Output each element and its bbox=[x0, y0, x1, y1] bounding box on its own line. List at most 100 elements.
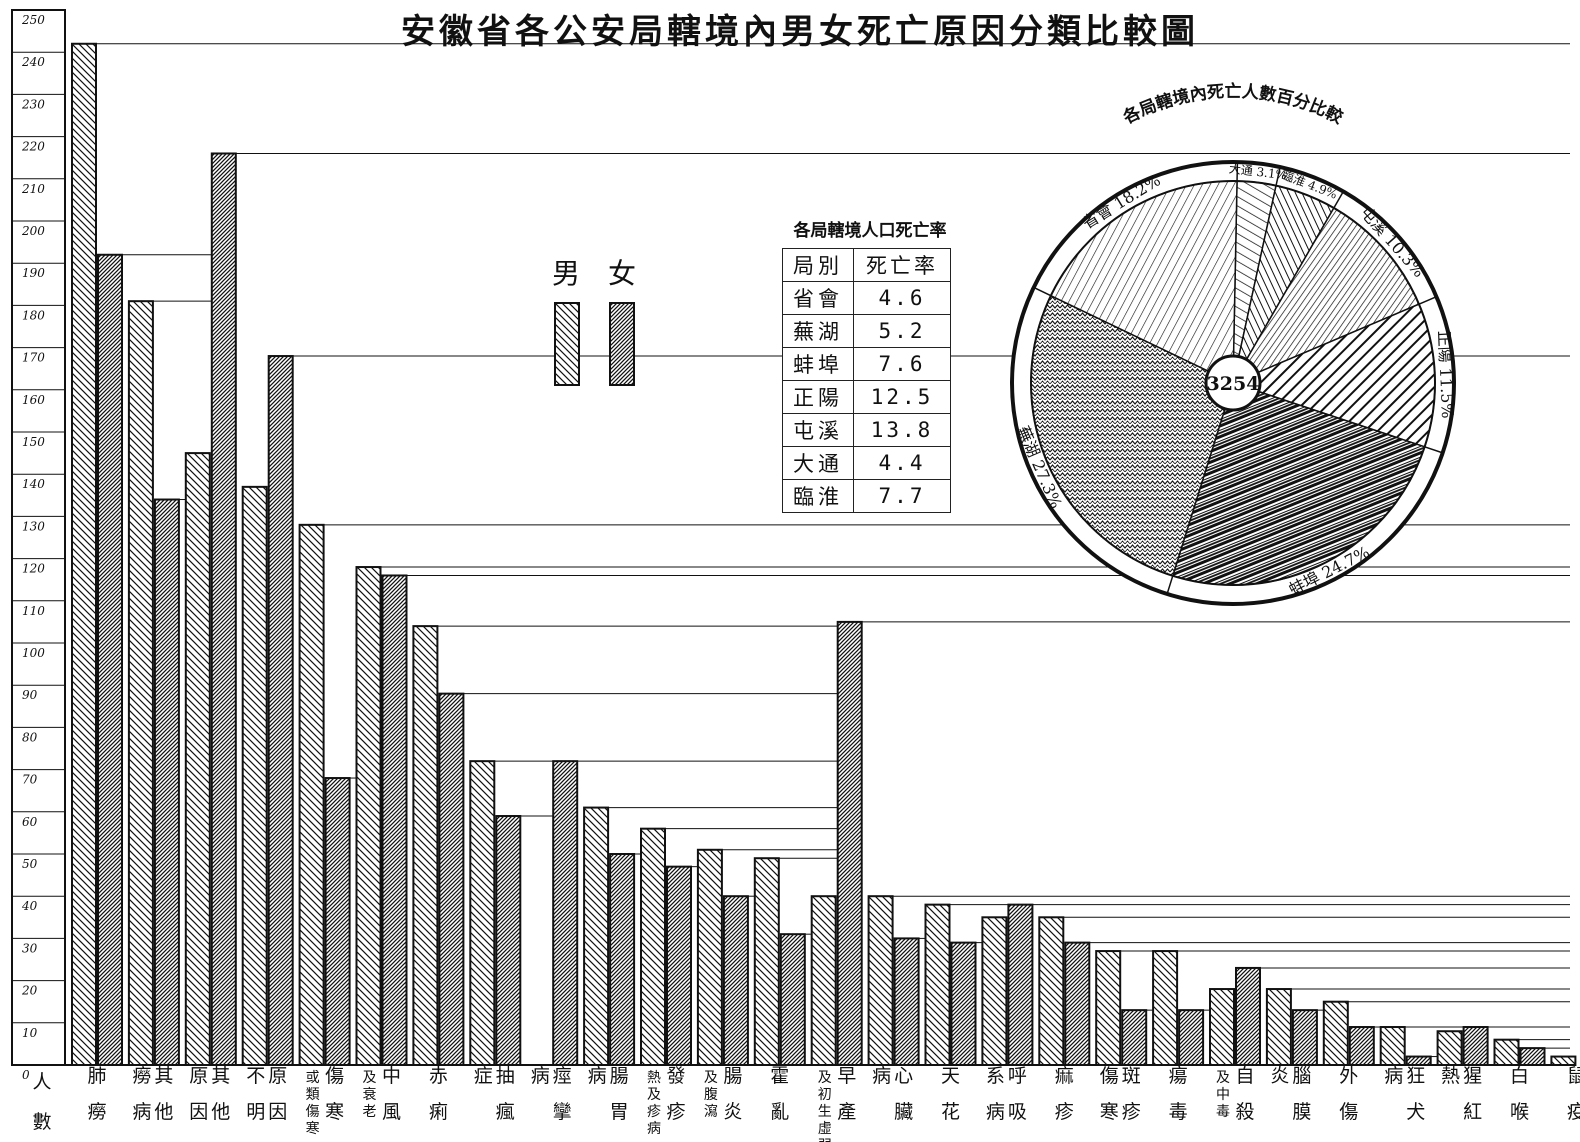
bar-female bbox=[950, 941, 977, 1066]
table-cell: 大通 bbox=[782, 446, 854, 480]
pie-ring-divider bbox=[1333, 191, 1344, 209]
bar-male bbox=[1493, 1038, 1520, 1067]
bar-female bbox=[609, 853, 636, 1066]
y-tick-label: 200 bbox=[21, 224, 45, 238]
table-header-row: 局別 死亡率 bbox=[782, 248, 951, 282]
category-label: 抽瘋症 bbox=[474, 1065, 515, 1123]
y-tick-label: 160 bbox=[22, 393, 45, 407]
table-row: 正陽 12.5 bbox=[782, 380, 951, 414]
bar-female bbox=[722, 895, 749, 1067]
y-tick-label: 170 bbox=[22, 351, 45, 365]
bar-male bbox=[71, 42, 97, 1066]
bar-male bbox=[1095, 950, 1122, 1066]
pie-ring-divider bbox=[1033, 286, 1052, 297]
y-tick-label: 50 bbox=[22, 857, 38, 871]
y-tick-label: 20 bbox=[21, 984, 38, 998]
bar-female bbox=[552, 760, 579, 1066]
table-cell: 13.8 bbox=[853, 413, 951, 447]
bar-male bbox=[1209, 988, 1235, 1066]
y-tick-label: 110 bbox=[22, 604, 45, 618]
pie-title: 各局轄境內死亡人數百分比較 bbox=[1119, 81, 1347, 129]
category-label: 天花 bbox=[941, 1065, 960, 1123]
bar-female bbox=[1235, 966, 1261, 1066]
bar-female bbox=[1121, 1009, 1148, 1067]
category-label: 原因不明 bbox=[246, 1065, 287, 1123]
table-header-cell: 局別 bbox=[782, 248, 854, 282]
bar-male bbox=[696, 848, 723, 1067]
bar-female bbox=[1064, 941, 1091, 1066]
bar-male bbox=[1550, 1055, 1577, 1067]
category-label: 瘍毒 bbox=[1169, 1065, 1188, 1123]
table-header-cell: 死亡率 bbox=[853, 248, 951, 282]
legend-female-swatch bbox=[609, 302, 635, 386]
pie-inner-ring bbox=[1030, 180, 1436, 586]
table-cell: 12.5 bbox=[853, 380, 951, 414]
pie-slice-label: 正陽 11.5% bbox=[1435, 330, 1458, 419]
bar-male bbox=[241, 485, 268, 1066]
table-row: 臨淮 7.7 bbox=[782, 479, 951, 513]
y-tick-label: 240 bbox=[21, 55, 45, 69]
bar-male bbox=[412, 625, 439, 1066]
y-tick-label: 130 bbox=[22, 519, 45, 533]
bar-male bbox=[355, 566, 382, 1066]
y-axis-label-line-2: 數 bbox=[32, 1111, 51, 1133]
bar-male bbox=[1379, 1026, 1406, 1067]
category-label: 其他癆病 bbox=[132, 1065, 173, 1123]
legend: 男 女 bbox=[552, 257, 636, 386]
bar-male bbox=[753, 857, 780, 1066]
bar-female bbox=[438, 692, 465, 1066]
table-cell: 5.2 bbox=[853, 314, 951, 348]
y-tick-label: 30 bbox=[22, 941, 38, 955]
bar-female bbox=[666, 865, 692, 1066]
y-tick-label: 220 bbox=[21, 140, 45, 154]
category-label: 自殺及中毒 bbox=[1216, 1065, 1255, 1123]
category-label: 赤痢 bbox=[429, 1065, 448, 1123]
pie-ring-divider bbox=[1418, 296, 1437, 305]
category-label: 其他原因 bbox=[189, 1065, 230, 1123]
table-row: 蚌埠 7.6 bbox=[782, 347, 951, 381]
bar-female bbox=[1348, 1026, 1375, 1067]
table-cell: 蚌埠 bbox=[782, 347, 854, 381]
bar-female bbox=[381, 574, 408, 1066]
table-cell: 省會 bbox=[782, 281, 854, 315]
table-cell: 蕪湖 bbox=[782, 314, 854, 348]
bar-male bbox=[924, 903, 951, 1067]
pie-ring-divider bbox=[1166, 575, 1174, 595]
pie-ring-divider bbox=[1275, 166, 1281, 186]
table-row: 蕪湖 5.2 bbox=[782, 314, 951, 348]
bar-female bbox=[267, 355, 294, 1067]
bar-male bbox=[127, 300, 154, 1066]
y-tick-label: 210 bbox=[21, 182, 45, 196]
y-tick-label: 10 bbox=[22, 1026, 38, 1040]
table-cell: 臨淮 bbox=[782, 479, 854, 513]
category-label: 發疹熱及疹病 bbox=[647, 1065, 686, 1137]
y-tick-label: 80 bbox=[22, 730, 38, 744]
y-axis-scale-box bbox=[11, 9, 66, 1066]
y-tick-label: 0 bbox=[22, 1068, 30, 1082]
legend-female-label: 女 bbox=[608, 257, 636, 290]
bar-male bbox=[1038, 916, 1065, 1066]
bar-female bbox=[153, 498, 180, 1066]
table-cell: 7.7 bbox=[853, 479, 951, 513]
category-label: 傷寒或類傷寒 bbox=[306, 1065, 345, 1137]
pie-ring-divider bbox=[1424, 446, 1443, 454]
y-tick-label: 230 bbox=[21, 97, 45, 111]
pie-center-disc bbox=[1204, 354, 1262, 412]
bar-male bbox=[867, 895, 894, 1067]
category-label: 腦膜炎 bbox=[1270, 1065, 1311, 1123]
category-label: 腸胃病 bbox=[588, 1065, 629, 1123]
y-tick-label: 150 bbox=[22, 435, 45, 449]
bar-female bbox=[779, 933, 806, 1066]
bar-male bbox=[469, 760, 496, 1066]
category-label: 痲疹 bbox=[1055, 1065, 1074, 1123]
y-tick-label: 60 bbox=[22, 815, 38, 829]
bar-female bbox=[893, 937, 920, 1067]
category-label: 猩紅熱 bbox=[1441, 1065, 1482, 1123]
category-label: 早產及初生虛弱 bbox=[818, 1065, 857, 1142]
y-tick-label: 70 bbox=[22, 773, 38, 787]
category-label: 斑疹傷寒 bbox=[1100, 1065, 1141, 1123]
category-label: 中風及衰老 bbox=[363, 1065, 402, 1123]
category-label: 狂犬病 bbox=[1384, 1065, 1425, 1123]
legend-male-swatch bbox=[554, 302, 580, 386]
bar-female bbox=[1462, 1026, 1489, 1067]
